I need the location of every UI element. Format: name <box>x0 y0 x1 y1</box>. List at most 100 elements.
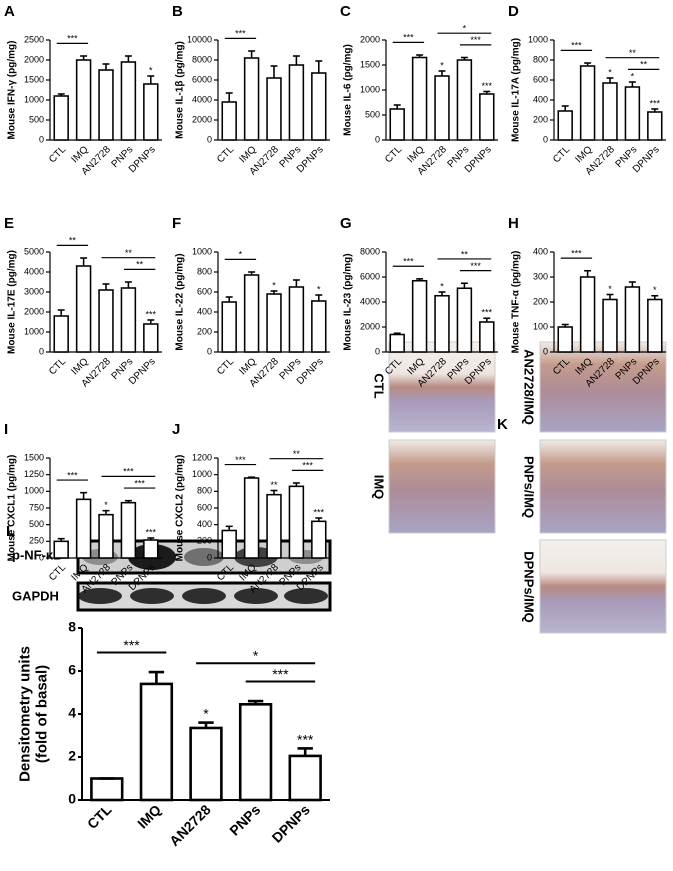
y-tick-label: 600 <box>197 286 212 296</box>
bar <box>143 539 159 559</box>
x-tick-label: CTL <box>551 144 572 165</box>
y-axis-label: Densitometry units <box>16 646 33 782</box>
significance-star: *** <box>650 98 661 108</box>
bar <box>389 108 405 141</box>
x-tick-label: CTL <box>215 356 236 377</box>
significance-label: *** <box>123 637 140 653</box>
y-tick-label: 5000 <box>24 246 44 256</box>
y-tick-label: 500 <box>29 519 44 529</box>
bar <box>456 287 473 353</box>
panel-letter: B <box>172 3 183 20</box>
x-tick-label: CTL <box>47 562 68 583</box>
x-tick-label: IMQ <box>134 801 164 831</box>
bar <box>647 111 663 141</box>
panel-letter: G <box>340 215 352 232</box>
bar <box>311 300 327 353</box>
histology-image <box>539 539 667 634</box>
histology-label: IMQ <box>372 475 387 500</box>
significance-label: *** <box>123 467 134 477</box>
bar <box>98 69 114 141</box>
significance-label: * <box>239 250 243 260</box>
bar <box>602 82 618 141</box>
y-tick-label: 600 <box>533 74 548 84</box>
bar <box>53 95 69 141</box>
y-tick-label: 6 <box>68 662 76 678</box>
significance-star: * <box>272 280 276 290</box>
significance-label: ** <box>640 60 648 70</box>
panel-letter: J <box>172 421 180 438</box>
significance-label: *** <box>403 257 414 267</box>
bar <box>189 726 223 802</box>
y-tick-label: 750 <box>29 502 44 512</box>
significance-label: *** <box>571 248 582 258</box>
y-axis-label: Mouse CXCL1 (pg/mg) <box>7 455 18 562</box>
bar <box>120 501 137 559</box>
bar <box>624 286 641 353</box>
y-tick-label: 2500 <box>24 34 44 44</box>
bar <box>647 298 663 353</box>
significance-label: * <box>253 648 259 664</box>
histology-image <box>388 341 496 433</box>
significance-star: *** <box>146 309 157 319</box>
y-tick-label: 1000 <box>192 469 212 479</box>
significance-label: ** <box>136 260 144 270</box>
bar <box>238 703 273 802</box>
y-axis-label: Mouse CXCL2 (pg/mg) <box>175 455 186 562</box>
y-axis-label: Mouse IL-1β (pg/mg) <box>175 41 186 139</box>
bar <box>98 513 114 559</box>
y-axis-label: Mouse IL-17A (pg/mg) <box>511 38 522 142</box>
y-tick-label: 1500 <box>24 74 44 84</box>
bar <box>221 301 237 353</box>
bar <box>479 93 495 141</box>
y-tick-label: 400 <box>533 94 548 104</box>
y-tick-label: 10000 <box>187 34 212 44</box>
y-tick-label: 200 <box>533 296 548 306</box>
y-tick-label: 4000 <box>24 266 44 276</box>
bar <box>602 298 618 353</box>
y-tick-label: 0 <box>543 346 548 356</box>
bar <box>288 64 305 141</box>
histology-image <box>539 341 667 433</box>
significance-star: * <box>653 285 657 295</box>
significance-label: ** <box>629 48 637 58</box>
panel-letter: L <box>6 523 15 540</box>
significance-label: * <box>463 24 467 34</box>
histology-label: DPNPs/IMQ <box>522 551 537 623</box>
significance-label: *** <box>470 35 481 45</box>
blot-label: GAPDH <box>12 588 59 603</box>
panel-letter: D <box>508 3 519 20</box>
y-tick-label: 2000 <box>24 306 44 316</box>
bar <box>266 493 282 559</box>
y-axis-label: Mouse IL-17E (pg/mg) <box>7 250 18 354</box>
bar <box>143 323 159 353</box>
significance-star: ** <box>270 480 278 490</box>
y-tick-label: 1000 <box>192 246 212 256</box>
significance-label: *** <box>470 261 481 271</box>
bar <box>311 520 327 559</box>
y-axis-label: Mouse IL-22 (pg/mg) <box>175 253 186 350</box>
y-tick-label: 0 <box>39 134 44 144</box>
significance-label: *** <box>571 41 582 51</box>
significance-label: ** <box>461 249 469 259</box>
bar <box>243 274 260 353</box>
bar <box>53 315 69 353</box>
y-tick-label: 1000 <box>528 34 548 44</box>
bar <box>243 477 260 559</box>
y-axis-label: Mouse IL-23 (pg/mg) <box>343 253 354 350</box>
y-tick-label: 200 <box>197 326 212 336</box>
y-tick-label: 400 <box>197 306 212 316</box>
y-axis-label: Mouse TNF-α (pg/mg) <box>511 251 522 354</box>
bar <box>143 83 159 141</box>
significance-star: * <box>631 71 635 81</box>
significance-label: *** <box>272 666 289 682</box>
panel-letter: E <box>4 215 14 232</box>
x-tick-label: CTL <box>47 356 68 377</box>
panel-letter: K <box>497 416 508 433</box>
y-tick-label: 800 <box>533 54 548 64</box>
significance-star: * <box>203 706 209 722</box>
y-tick-label: 250 <box>29 536 44 546</box>
y-tick-label: 3000 <box>24 286 44 296</box>
bar <box>434 294 450 353</box>
bar <box>90 777 124 802</box>
bar <box>389 333 405 353</box>
